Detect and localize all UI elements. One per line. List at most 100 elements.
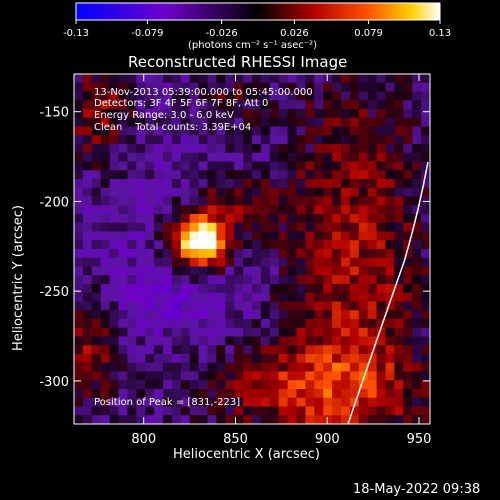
heatmap-cell (323, 249, 333, 259)
heatmap-cell (145, 310, 155, 320)
heatmap-cell (171, 170, 182, 180)
heatmap-cell (412, 214, 422, 224)
heatmap-cell (341, 196, 351, 206)
heatmap-cell (216, 170, 226, 180)
heatmap-cell (394, 249, 404, 259)
heatmap-cell (109, 82, 120, 93)
heatmap-cell (252, 144, 262, 154)
heatmap-cell (163, 117, 173, 128)
heatmap-cell (207, 371, 217, 381)
heatmap-cell (216, 284, 226, 294)
heatmap-cell (252, 214, 262, 224)
heatmap-cell (403, 380, 413, 390)
heatmap-cell (403, 161, 413, 171)
heatmap-cell (332, 371, 342, 381)
heatmap-cell (180, 144, 191, 154)
colorbar-tick-label: -0.026 (205, 28, 237, 39)
heatmap-cell (118, 179, 128, 189)
heatmap-cell (269, 397, 280, 408)
heatmap-cell (216, 187, 226, 198)
heatmap-cell (216, 205, 226, 215)
heatmap-cell (376, 257, 387, 268)
heatmap-cell (376, 144, 387, 154)
heatmap-cell (314, 170, 324, 180)
heatmap-cell (394, 345, 404, 355)
heatmap-cell (349, 74, 360, 84)
heatmap-cell (376, 336, 387, 346)
heatmap-cell (136, 222, 146, 233)
heatmap-cell (305, 135, 315, 145)
heatmap-cell (163, 231, 173, 241)
heatmap-cell (145, 249, 155, 259)
heatmap-cell (145, 187, 155, 198)
heatmap-cell (225, 240, 235, 250)
heatmap-cell (180, 152, 191, 163)
heatmap-cell (358, 82, 369, 93)
heatmap-cell (421, 371, 430, 381)
heatmap-cell (171, 275, 182, 285)
heatmap-cell (118, 301, 128, 311)
heatmap-cell (171, 240, 182, 250)
heatmap-cell (314, 222, 324, 233)
heatmap-cell (358, 354, 369, 364)
heatmap-cell (127, 310, 137, 320)
heatmap-cell (358, 126, 369, 136)
heatmap-cell (118, 266, 128, 276)
heatmap-cell (421, 161, 430, 171)
heatmap-cell (198, 144, 209, 154)
heatmap-cell (118, 354, 128, 364)
heatmap-cell (332, 161, 342, 171)
heatmap-cell (145, 91, 155, 101)
heatmap-cell (403, 109, 413, 119)
heatmap-cell (109, 389, 120, 399)
heatmap-cell (127, 91, 137, 101)
heatmap-cell (74, 257, 84, 268)
heatmap-cell (367, 74, 378, 84)
x-tick-label: 850 (223, 432, 248, 447)
heatmap-cell (180, 389, 191, 399)
heatmap-cell (180, 380, 191, 390)
heatmap-cell (332, 257, 342, 268)
heatmap-cell (269, 406, 280, 416)
heatmap-cell (109, 397, 120, 408)
heatmap-cell (243, 231, 253, 241)
heatmap-cell (367, 362, 378, 373)
heatmap-cell (314, 389, 324, 399)
heatmap-cell (403, 292, 413, 303)
heatmap-cell (314, 205, 324, 215)
heatmap-cell (287, 266, 298, 276)
heatmap-cell (91, 327, 102, 338)
heatmap-cell (74, 327, 84, 338)
heatmap-cell (412, 170, 422, 180)
heatmap-cell (189, 362, 200, 373)
heatmap-cell (100, 91, 111, 101)
heatmap-cell (394, 292, 404, 303)
heatmap-cell (234, 126, 244, 136)
heatmap-cell (332, 406, 342, 416)
heatmap-cell (216, 249, 226, 259)
heatmap-cell (323, 354, 333, 364)
heatmap-cell (341, 91, 351, 101)
heatmap-cell (127, 135, 137, 145)
heatmap-cell (82, 161, 93, 171)
heatmap-cell (234, 144, 244, 154)
heatmap-cell (260, 91, 271, 101)
heatmap-cell (136, 187, 146, 198)
heatmap-cell (314, 249, 324, 259)
heatmap-cell (145, 222, 155, 233)
heatmap-cell (287, 327, 298, 338)
heatmap-cell (376, 319, 387, 329)
heatmap-cell (136, 371, 146, 381)
info-line-3: Energy Range: 3.0 - 6.0 keV (94, 110, 234, 121)
heatmap-cell (269, 362, 280, 373)
heatmap-cell (341, 152, 351, 163)
heatmap-cell (341, 100, 351, 110)
heatmap-cell (225, 152, 235, 163)
heatmap-cell (234, 284, 244, 294)
heatmap-cell (412, 336, 422, 346)
heatmap-cell (225, 161, 235, 171)
heatmap-cell (367, 187, 378, 198)
heatmap-cell (314, 380, 324, 390)
heatmap-cell (341, 362, 351, 373)
heatmap-cell (118, 240, 128, 250)
